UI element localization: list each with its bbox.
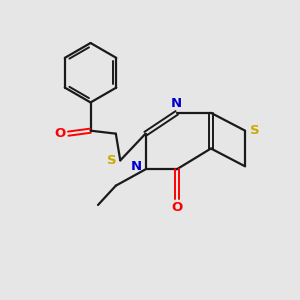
- Text: N: N: [171, 98, 182, 110]
- Text: O: O: [54, 127, 66, 140]
- Text: N: N: [131, 160, 142, 173]
- Text: O: O: [171, 201, 182, 214]
- Text: S: S: [250, 124, 260, 137]
- Text: S: S: [107, 154, 117, 167]
